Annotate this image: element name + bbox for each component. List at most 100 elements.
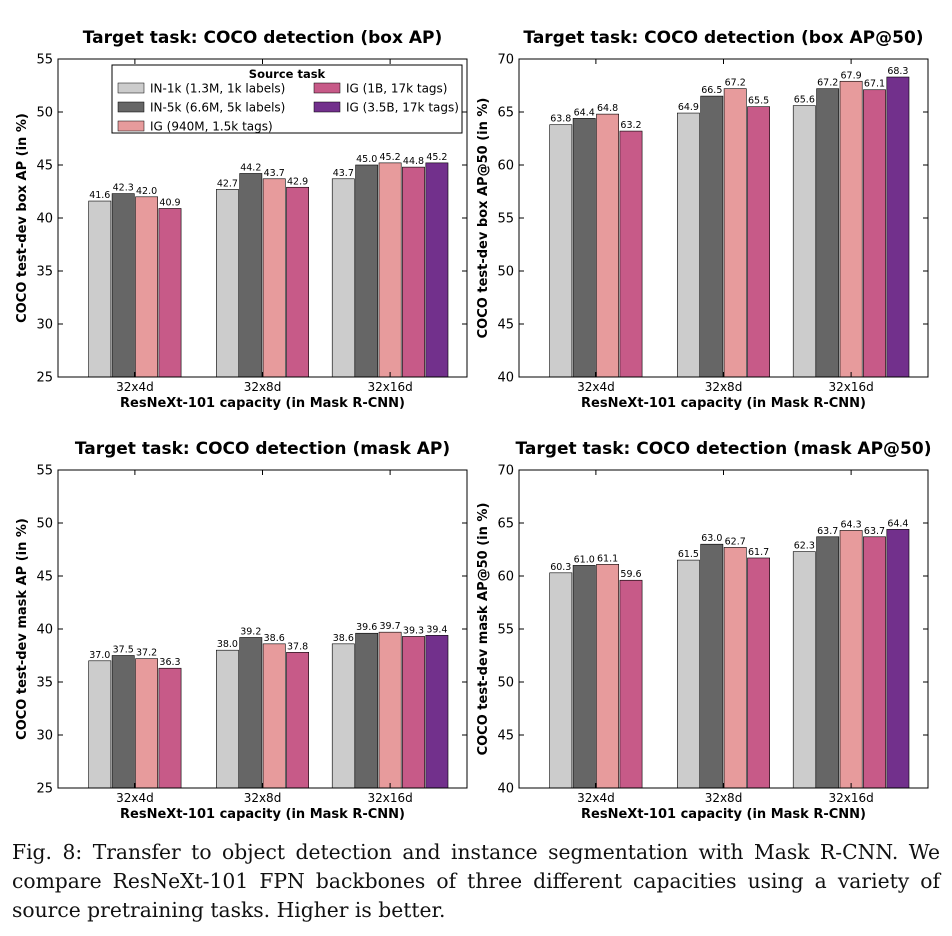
x-tick-label: 32x8d xyxy=(244,791,282,805)
x-axis-label: ResNeXt-101 capacity (in Mask R-CNN) xyxy=(120,807,405,822)
x-tick-label: 32x4d xyxy=(116,380,154,394)
y-tick-label: 45 xyxy=(497,318,514,333)
x-tick-label: 32x8d xyxy=(244,380,282,394)
data-label: 61.5 xyxy=(678,549,699,560)
bar xyxy=(111,193,135,378)
data-label: 39.3 xyxy=(403,625,424,636)
bar xyxy=(619,579,643,789)
data-label: 62.3 xyxy=(794,541,815,552)
bar xyxy=(723,88,747,378)
x-axis-label: ResNeXt-101 capacity (in Mask R-CNN) xyxy=(581,396,866,411)
data-label: 63.7 xyxy=(817,526,838,537)
y-tick-label: 35 xyxy=(36,265,53,280)
data-label: 64.8 xyxy=(597,103,618,114)
data-label: 64.4 xyxy=(574,107,595,118)
y-axis-label: COCO test-dev box AP (in %) xyxy=(15,113,30,323)
legend-swatch xyxy=(117,101,145,113)
y-tick-label: 70 xyxy=(497,53,514,68)
chart-title: Target task: COCO detection (box AP) xyxy=(83,28,443,48)
data-label: 37.2 xyxy=(136,648,157,659)
bar xyxy=(723,547,747,789)
bar xyxy=(355,632,379,789)
y-tick-label: 30 xyxy=(36,729,53,744)
bar xyxy=(619,130,643,378)
bar xyxy=(262,643,286,789)
bar xyxy=(425,162,449,378)
x-tick-label: 32x16d xyxy=(367,791,412,805)
data-label: 62.7 xyxy=(725,536,746,547)
y-tick-label: 50 xyxy=(36,517,53,532)
y-tick-label: 30 xyxy=(36,318,53,333)
chart-2: Target task: COCO detection (box AP@50) 6… xyxy=(476,28,929,411)
bar xyxy=(135,196,158,378)
data-label: 60.3 xyxy=(550,562,571,573)
x-tick-label: 32x16d xyxy=(828,791,873,805)
x-tick-label: 32x4d xyxy=(577,380,615,394)
data-label: 39.4 xyxy=(426,624,447,635)
data-label: 43.7 xyxy=(264,168,285,179)
data-label: 64.9 xyxy=(678,102,699,113)
data-label: 59.6 xyxy=(620,569,641,580)
data-label: 39.2 xyxy=(240,626,261,637)
y-tick-label: 40 xyxy=(36,212,53,227)
legend-swatch xyxy=(117,82,145,94)
x-tick-label: 32x8d xyxy=(705,380,743,394)
y-tick-label: 40 xyxy=(497,782,514,797)
chart-title: Target task: COCO detection (mask AP) xyxy=(75,439,450,459)
legend-title: Source task xyxy=(249,67,326,81)
bar xyxy=(286,186,310,378)
bar xyxy=(816,88,840,378)
bar xyxy=(158,208,182,378)
data-label: 36.3 xyxy=(159,657,180,668)
data-label: 38.6 xyxy=(264,633,285,644)
data-label: 39.7 xyxy=(380,621,401,632)
bar xyxy=(816,536,840,789)
data-label: 63.8 xyxy=(550,114,571,125)
bar xyxy=(747,557,771,789)
bar xyxy=(262,178,286,378)
chart-3: Target task: COCO detection (mask AP) 37.… xyxy=(15,439,468,822)
bar xyxy=(792,551,816,789)
chart-title: Target task: COCO detection (mask AP@50) xyxy=(516,439,932,459)
data-label: 63.2 xyxy=(620,120,641,131)
bar xyxy=(135,658,158,789)
data-label: 67.1 xyxy=(864,79,885,90)
bar xyxy=(425,635,449,789)
data-label: 38.6 xyxy=(333,633,354,644)
data-label: 41.6 xyxy=(89,190,110,201)
data-label: 67.9 xyxy=(841,70,862,81)
legend-swatch xyxy=(313,82,341,94)
data-label: 61.7 xyxy=(748,547,769,558)
y-tick-label: 60 xyxy=(497,570,514,585)
bar xyxy=(88,660,112,789)
data-label: 65.5 xyxy=(748,96,769,107)
data-label: 44.2 xyxy=(240,162,261,173)
data-label: 61.0 xyxy=(574,554,595,565)
y-tick-label: 45 xyxy=(36,159,53,174)
figure-caption: Fig. 8: Transfer to object detection and… xyxy=(12,840,940,922)
y-tick-label: 50 xyxy=(36,106,53,121)
legend-label: IG (1B, 17k tags) xyxy=(346,82,447,96)
x-tick-label: 32x8d xyxy=(705,791,743,805)
bar xyxy=(239,637,263,789)
y-tick-label: 55 xyxy=(497,623,514,638)
data-label: 61.1 xyxy=(597,553,618,564)
data-label: 67.2 xyxy=(817,78,838,89)
bar xyxy=(863,89,886,378)
chart-4: Target task: COCO detection (mask AP@50)… xyxy=(476,439,931,822)
y-tick-label: 55 xyxy=(497,212,514,227)
y-tick-label: 40 xyxy=(497,371,514,386)
data-label: 43.7 xyxy=(333,168,354,179)
x-axis-label: ResNeXt-101 capacity (in Mask R-CNN) xyxy=(120,396,405,411)
bar xyxy=(331,643,355,789)
data-label: 67.2 xyxy=(725,78,746,89)
legend-label: IG (940M, 1.5k tags) xyxy=(150,120,273,134)
y-tick-label: 40 xyxy=(36,623,53,638)
data-label: 45.2 xyxy=(380,152,401,163)
x-tick-label: 32x4d xyxy=(577,791,615,805)
data-label: 64.3 xyxy=(841,519,862,530)
bar xyxy=(792,105,816,378)
bar xyxy=(886,529,910,789)
bar xyxy=(596,564,619,789)
